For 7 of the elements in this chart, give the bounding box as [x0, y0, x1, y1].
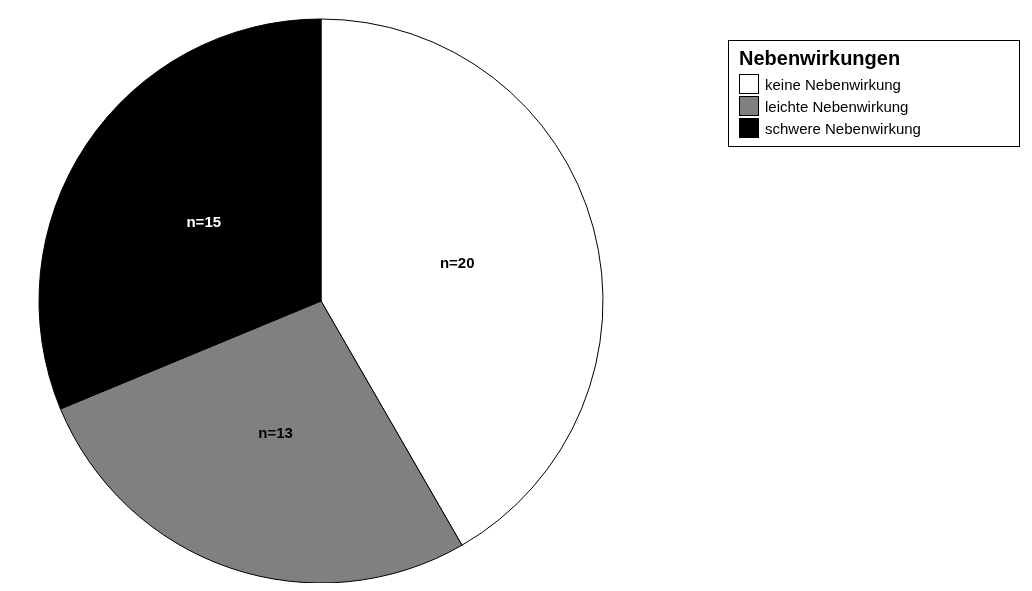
legend-label: schwere Nebenwirkung — [765, 119, 921, 137]
data-label: n=20 — [439, 254, 475, 272]
legend-title: Nebenwirkungen — [739, 47, 902, 70]
legend-label: leichte Nebenwirkung — [765, 97, 909, 115]
legend-label: keine Nebenwirkung — [765, 75, 901, 93]
data-label: n=15 — [186, 212, 222, 230]
data-label: n=13 — [258, 424, 293, 442]
